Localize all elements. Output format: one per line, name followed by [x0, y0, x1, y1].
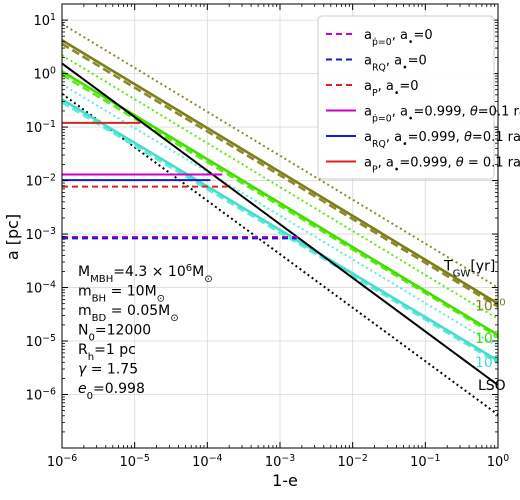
legend-entry-label: aṗ=0, a•=0: [364, 28, 433, 48]
y-tick-label: 101: [34, 12, 57, 30]
legend-entry-label: aṗ=0, a•=0.999, θ=0.1 rad: [364, 105, 520, 125]
x-tick-label: 100: [487, 453, 510, 471]
parameter-line: N0=12000: [78, 323, 151, 344]
x-axis-label: 1-e: [272, 471, 298, 490]
x-tick-label: 10−5: [120, 453, 150, 471]
x-tick-label: 10−3: [265, 453, 295, 471]
axes: [61, 3, 499, 449]
y-tick-label: 10−2: [26, 172, 56, 190]
x-tick-label: 10−4: [192, 453, 222, 471]
y-axis-label: a [pc]: [3, 214, 22, 260]
parameter-box: MMBH=4.3 × 106M⊙mBH = 10M⊙mBD = 0.05M⊙N0…: [78, 263, 213, 402]
gw-solid-line: [61, 70, 499, 337]
gw-timescale-label: 1010: [475, 297, 506, 315]
y-tick-label: 10−3: [26, 226, 56, 244]
legend-entry-label: aP, a•=0: [364, 79, 419, 99]
parameter-line: Rh=1 pc: [78, 342, 136, 363]
y-tick-label: 100: [34, 65, 57, 83]
y-tick-label: 10−6: [26, 386, 56, 404]
y-tick-label: 10−1: [26, 119, 56, 137]
legend-entry-label: aRQ, a•=0.999, θ=0.1 rad: [364, 130, 520, 150]
parameter-line: γ = 1.75: [78, 362, 138, 378]
legend-box: [317, 15, 495, 180]
y-tick-label: 10−5: [26, 333, 56, 351]
parameter-line: e0=0.998: [78, 381, 145, 402]
tgw-label: TGW[yr]: [443, 258, 495, 279]
gw-dashed-line: [61, 42, 499, 308]
gw-dashed-line: [61, 73, 499, 338]
gw-dashed-line: [61, 101, 499, 365]
gw-timescale-label: 108: [475, 329, 499, 347]
parameter-line: MMBH=4.3 × 106M⊙: [78, 263, 213, 285]
x-tick-label: 10−2: [338, 453, 368, 471]
parameter-line: mBH = 10M⊙: [78, 284, 165, 305]
axis-labels: 1-e a [pc]: [3, 214, 298, 490]
gw-solid-line: [61, 39, 499, 305]
gw-timescale-label: 106: [475, 354, 499, 372]
legend: aṗ=0, a•=0 aRQ, a•=0 aP, a•=0 aṗ=0, a•=0.99…: [317, 15, 520, 180]
tick-labels: 10−6 10−5 10−4 10−3 10−2 10−1 100 10−6 10−5 10−4 1…: [26, 12, 510, 470]
series-lines: TGW[yr] 1010 108 106 LSO: [61, 23, 506, 416]
x-tick-label: 10−6: [47, 453, 77, 471]
parameter-line: mBD = 0.05M⊙: [78, 303, 179, 324]
gw-solid-line: [61, 98, 499, 362]
x-tick-label: 10−1: [410, 453, 440, 471]
lso-label: LSO: [478, 378, 506, 394]
lso-line: [61, 62, 499, 386]
legend-entry-label: aP, a•=0.999, θ = 0.1 rad: [364, 156, 520, 176]
y-tick-label: 10−4: [26, 279, 56, 297]
legend-entry-label: aRQ, a•=0: [364, 54, 427, 74]
